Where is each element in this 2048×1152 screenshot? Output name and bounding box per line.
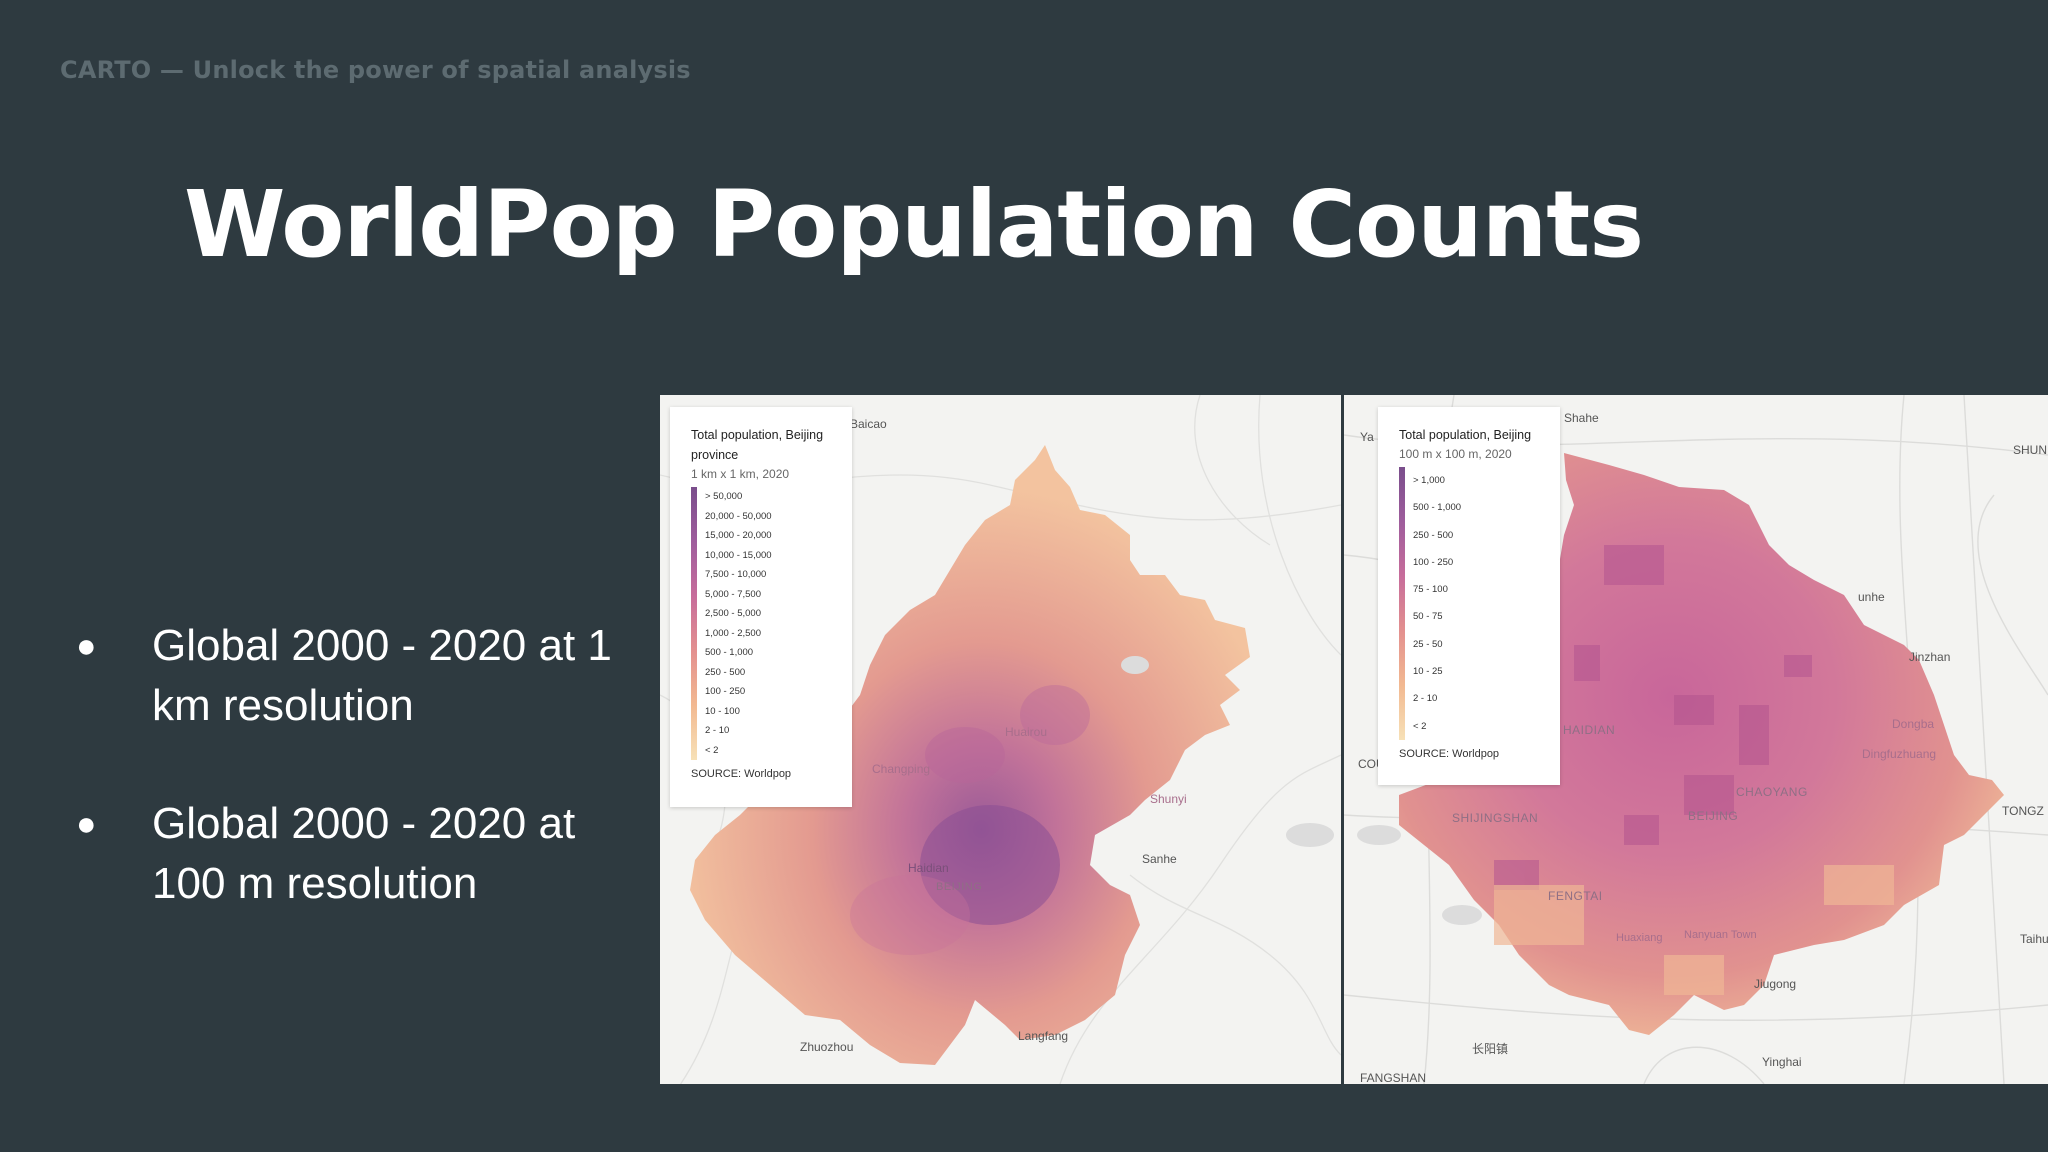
low-density-fringe (1494, 865, 1894, 995)
legend-source: SOURCE: Worldpop (691, 768, 792, 780)
urban-area (1020, 685, 1090, 745)
legend-class: 10 - 25 (1413, 666, 1443, 678)
legend-class: 2 - 10 (705, 725, 730, 736)
legend-class: 15,000 - 20,000 (705, 530, 772, 541)
legend-class: 10 - 100 (705, 705, 740, 717)
place-label-chaoyang: CHAOYANG (1736, 785, 1808, 799)
bullet-item: ● Global 2000 - 2020 at 1 km resolution (76, 616, 636, 736)
urban-core (920, 805, 1060, 925)
dense-population-patches (1494, 545, 1812, 890)
legend-class: < 2 (705, 744, 719, 756)
legend-class: 500 - 1,000 (1413, 502, 1462, 514)
place-label-shunyi: Shunyi (1150, 792, 1187, 806)
lake (1442, 905, 1482, 925)
urban-area (850, 875, 970, 955)
bullet-dot: ● (76, 627, 97, 665)
bullet-dot: ● (76, 805, 97, 843)
place-label-tongz: TONGZ (2002, 804, 2044, 818)
legend-class: 25 - 50 (1413, 638, 1443, 650)
reservoir (1121, 656, 1149, 674)
legend-class: 75 - 100 (1413, 584, 1448, 596)
place-label-yinghai: Yinghai (1762, 1055, 1802, 1069)
bullet-text: Global 2000 - 2020 at 100 m resolution (152, 799, 576, 908)
lake (1357, 825, 1401, 845)
place-label-baicao: Baicao (850, 417, 887, 431)
place-label-nanyuan: Nanyuan Town (1684, 929, 1757, 941)
legend-subtitle: 100 m x 100 m, 2020 (1399, 447, 1512, 461)
place-label-dingfuzhuang: Dingfuzhuang (1862, 747, 1937, 761)
map-1km-canvas (660, 395, 1341, 1084)
map-100m[interactable]: Shahe Ya SHUN ang unhe Jinzhan Dongba Di… (1344, 395, 2048, 1084)
legend-title: Total population, Beijing province (691, 428, 824, 462)
legend-class: 10,000 - 15,000 (705, 549, 772, 561)
legend-class: 500 - 1,000 (705, 647, 754, 658)
legend-source: SOURCE: Worldpop (1399, 747, 1500, 760)
legend-classes: > 1,000 500 - 1,000 250 - 500 100 - 250 … (1399, 467, 1544, 740)
place-label-shun: SHUN (2013, 443, 2048, 457)
place-label-zhuozhou: Zhuozhou (800, 1040, 854, 1054)
place-label-haidian: Haidian (908, 861, 949, 875)
map-legend-1km: Total population, Beijing province 1 km … (670, 407, 852, 807)
bullet-text: Global 2000 - 2020 at 1 km resolution (152, 621, 612, 730)
legend-class: < 2 (1413, 720, 1427, 732)
place-label-taihu: Taihu (2020, 932, 2048, 946)
legend-classes: > 50,000 20,000 - 50,000 15,000 - 20,000… (691, 487, 836, 760)
place-label-jinzhan: Jinzhan (1909, 650, 1951, 664)
place-label-huairou: Huairou (1005, 725, 1048, 739)
header-brand: CARTO — Unlock the power of spatial anal… (60, 56, 691, 84)
legend-class: 250 - 500 (705, 666, 746, 678)
place-label-huaxiang: Huaxiang (1616, 932, 1663, 944)
place-label-unhe: unhe (1858, 590, 1885, 604)
place-label-sanhe: Sanhe (1142, 852, 1177, 866)
place-label-haidian: HAIDIAN (1563, 723, 1616, 737)
place-label-fangshan: FANGSHAN (1360, 1071, 1427, 1084)
legend-class: 250 - 500 (1413, 529, 1454, 541)
place-label-fengtai: FENGTAI (1548, 889, 1603, 903)
map-1km[interactable]: Baicao Huairou Changping Shunyi Sanhe Ha… (660, 395, 1341, 1084)
legend-class: 100 - 250 (1413, 556, 1454, 568)
legend-class: 100 - 250 (705, 686, 746, 697)
legend-subtitle: 1 km x 1 km, 2020 (691, 467, 790, 481)
place-label-jiugong: Jiugong (1754, 977, 1797, 991)
place-label-changping: Changping (872, 762, 931, 776)
legend-class: 7,500 - 10,000 (705, 569, 767, 580)
legend-class: 2,500 - 5,000 (705, 608, 761, 619)
bullet-item: ● Global 2000 - 2020 at 100 m resolution (76, 794, 636, 914)
legend-class: 50 - 75 (1413, 611, 1443, 623)
place-label-dongba: Dongba (1892, 717, 1935, 731)
slide-title: WorldPop Population Counts (184, 171, 1644, 278)
reservoir (1286, 823, 1334, 847)
place-label-shahe: Shahe (1564, 411, 1599, 425)
legend-class: > 50,000 (705, 491, 743, 502)
urban-area (925, 727, 1005, 783)
place-label-langfang: Langfang (1018, 1029, 1069, 1043)
legend-title: Total population, Beijing (1399, 428, 1532, 442)
legend-class: 1,000 - 2,500 (705, 627, 761, 639)
bullet-list: ● Global 2000 - 2020 at 1 km resolution … (76, 616, 636, 972)
legend-class: 20,000 - 50,000 (705, 510, 772, 522)
place-label-shijingshan: SHIJINGSHAN (1452, 811, 1539, 825)
legend-class: > 1,000 (1413, 475, 1445, 486)
place-label-changyang: 长阳镇 (1472, 1042, 1509, 1056)
place-label-beijing: BEIJING (936, 881, 983, 893)
legend-class: 2 - 10 (1413, 693, 1438, 705)
place-label-ya: Ya (1360, 430, 1374, 444)
place-label-beijing: BEIJING (1688, 809, 1739, 823)
legend-color-ramp (691, 487, 697, 760)
beijing-province-shape (690, 445, 1250, 1065)
legend-class: 5,000 - 7,500 (705, 588, 761, 600)
map-legend-100m: Total population, Beijing 100 m x 100 m,… (1378, 407, 1560, 785)
legend-color-ramp (1399, 467, 1405, 740)
